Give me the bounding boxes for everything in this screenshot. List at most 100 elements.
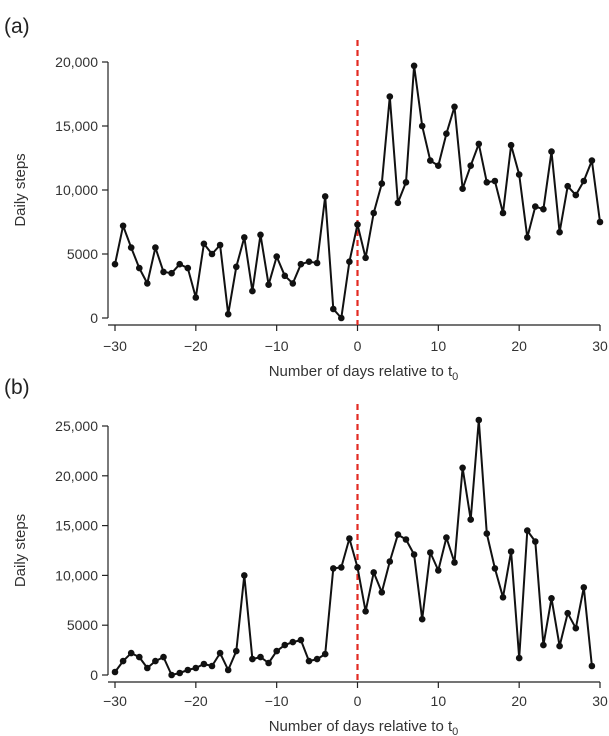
data-point (152, 244, 159, 251)
data-point (386, 93, 394, 100)
data-point (144, 280, 151, 287)
data-point (410, 62, 418, 70)
data-point (297, 260, 305, 268)
data-point (208, 250, 216, 258)
data-point (200, 660, 208, 668)
data-point (305, 657, 313, 665)
data-point (524, 234, 531, 241)
data-point (362, 254, 369, 262)
data-point (572, 191, 580, 199)
data-point (596, 218, 604, 226)
data-point (491, 177, 499, 185)
data-point (168, 269, 175, 277)
data-point (346, 535, 353, 542)
data-point (265, 659, 272, 667)
data-point (111, 260, 119, 268)
data-point (483, 530, 491, 537)
data-point (160, 268, 167, 276)
data-point (257, 231, 264, 239)
data-point (354, 221, 361, 228)
data-point (394, 199, 402, 207)
x-tick-label: −20 (184, 693, 208, 709)
data-point (127, 649, 135, 657)
data-point (524, 527, 531, 534)
data-point (136, 264, 143, 272)
data-point (515, 654, 523, 662)
data-point (200, 240, 208, 248)
data-point (192, 294, 200, 301)
data-point (378, 589, 386, 596)
data-point (394, 531, 402, 538)
data-point (459, 464, 466, 472)
data-point (402, 536, 410, 543)
data-point (313, 259, 321, 267)
data-point (427, 549, 434, 556)
data-point (265, 281, 272, 289)
data-point (176, 260, 183, 268)
data-point (249, 655, 256, 663)
data-point (564, 182, 571, 190)
data-point (257, 653, 264, 661)
data-point (427, 157, 434, 164)
y-tick-label: 15,000 (55, 118, 98, 134)
data-point (321, 193, 329, 200)
data-point (540, 205, 547, 213)
panel-b: (b) 0 5000 10,000 15,000 20,000 25,000 −30 −20 −1… (4, 376, 608, 736)
data-point (532, 203, 539, 210)
panel-a: (a) 0 5000 10,000 15,000 20,000 −30 −20 −10 0 10 20… (4, 15, 608, 383)
panel-label: (a) (4, 15, 30, 38)
data-point (580, 177, 588, 185)
data-point (338, 314, 345, 322)
data-point (289, 280, 297, 287)
data-point (152, 657, 159, 665)
x-tick-label: −30 (103, 338, 127, 354)
data-point (127, 244, 135, 251)
data-point (224, 310, 232, 318)
data-point (402, 179, 410, 186)
data-point (119, 222, 127, 230)
y-tick-label: 0 (90, 310, 98, 326)
x-tick-label: −30 (103, 693, 127, 709)
data-point (273, 253, 281, 260)
data-point (475, 416, 483, 424)
data-point (451, 103, 458, 111)
data-point (435, 567, 442, 574)
data-point (281, 272, 289, 280)
data-point (119, 657, 127, 665)
data-point (499, 594, 507, 601)
data-point (111, 668, 119, 676)
data-point (233, 263, 240, 271)
x-tick-label: 20 (511, 693, 527, 709)
data-point (168, 671, 175, 679)
data-point (418, 615, 426, 623)
data-point (338, 564, 345, 571)
data-point (184, 666, 192, 674)
data-point (176, 669, 183, 677)
data-point (588, 662, 596, 670)
y-axis-label: Daily steps (12, 514, 29, 587)
data-point (556, 228, 563, 236)
data-point (459, 185, 466, 192)
x-tick-label: −10 (265, 693, 289, 709)
data-point (321, 650, 329, 658)
data-point (370, 209, 378, 217)
y-axis-label: Daily steps (12, 153, 29, 226)
x-tick-label: 30 (592, 693, 608, 709)
data-point (410, 551, 418, 558)
data-point (273, 647, 281, 655)
data-point (556, 642, 563, 650)
y-tick-label: 5000 (67, 246, 98, 262)
data-point (467, 162, 475, 169)
data-point (548, 595, 555, 602)
data-point (192, 664, 200, 672)
data-point (354, 564, 361, 571)
data-point (281, 641, 289, 649)
data-point (435, 162, 442, 169)
y-tick-label: 10,000 (55, 182, 98, 198)
y-tick-label: 10,000 (55, 567, 98, 583)
x-tick-label: 20 (511, 338, 527, 354)
data-point (289, 638, 297, 646)
x-tick-label: −10 (265, 338, 289, 354)
data-point (160, 653, 167, 661)
data-point (483, 179, 491, 186)
